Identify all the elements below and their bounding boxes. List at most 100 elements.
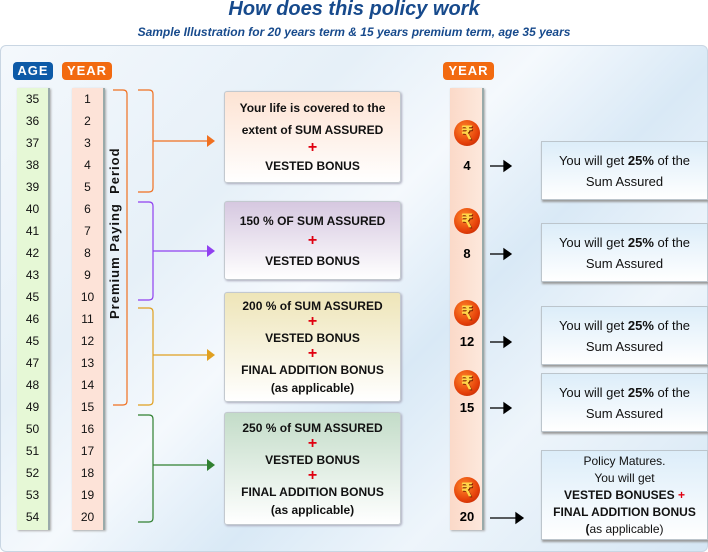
payout-year: 12 — [459, 334, 475, 349]
year-cell: 15 — [80, 400, 95, 414]
payout-year: 8 — [463, 246, 471, 261]
payout-arrows — [490, 159, 525, 525]
box-note: (as applicable) — [270, 381, 355, 395]
plus-icon: + — [307, 313, 318, 330]
arrow-icon — [207, 245, 215, 257]
age-cell: 43 — [25, 268, 40, 282]
benefit-box-years-16-20: 250 % of SUM ASSURED + VESTED BONUS + FI… — [224, 412, 401, 525]
age-cell: 52 — [25, 466, 40, 480]
maturity-box: Policy Matures. You will get VESTED BONU… — [541, 450, 708, 540]
payout-box: You will get 25% of the Sum Assured — [541, 223, 708, 282]
age-cell: 45 — [25, 290, 40, 304]
age-cell: 51 — [25, 444, 40, 458]
payout-year-header: YEAR — [443, 62, 494, 80]
bracket-years-6-10 — [138, 201, 207, 301]
year-cell: 2 — [84, 114, 91, 128]
rupee-coin-icon: ₹ — [454, 477, 480, 503]
payout-text: You will get — [558, 234, 628, 250]
age-cell: 35 — [25, 92, 40, 106]
box-text: FINAL ADDITION BONUS — [241, 484, 384, 499]
arrow-icon — [503, 335, 513, 349]
bracket-years-11-15 — [138, 307, 207, 406]
payout-text: You will get — [558, 152, 628, 168]
box-text: VESTED BONUS — [265, 331, 360, 345]
plus-icon: + — [678, 487, 686, 502]
box-text: Your life is covered to the — [239, 101, 386, 115]
rupee-coin-icon: ₹ — [454, 370, 480, 396]
box-text: 200 % of SUM ASSURED — [242, 299, 383, 313]
year-cell: 11 — [81, 312, 94, 326]
year-cell: 7 — [84, 224, 91, 238]
bracket-years-16-20 — [138, 414, 207, 523]
arrow-icon — [515, 511, 525, 525]
maturity-text: You will get — [594, 470, 655, 485]
box-text: VESTED BONUS — [265, 253, 360, 268]
payout-text: of the — [653, 317, 691, 333]
year-cell: 5 — [84, 180, 91, 194]
plus-icon: + — [307, 434, 318, 452]
year-cell: 14 — [80, 378, 95, 392]
maturity-text: FINAL ADDITION BONUS — [553, 504, 696, 519]
age-cell: 46 — [25, 312, 40, 326]
rupee-coin-icon: ₹ — [454, 120, 480, 146]
arrow-icon — [503, 401, 513, 415]
year-cell: 3 — [84, 136, 91, 150]
year-cell: 8 — [84, 246, 91, 260]
age-header: AGE — [13, 62, 53, 80]
box-note: (as applicable) — [270, 502, 355, 517]
age-cell: 40 — [25, 202, 40, 216]
payout-percent: 25% — [627, 384, 654, 400]
payout-year: 15 — [459, 400, 475, 415]
payout-text: You will get — [558, 317, 628, 333]
rupee-coin-icon: ₹ — [454, 300, 480, 326]
age-cell: 48 — [25, 378, 40, 392]
period-brackets — [113, 89, 215, 523]
payout-text: You will get — [558, 384, 628, 400]
year-cell: 13 — [80, 356, 95, 370]
box-text: VESTED BONUS — [265, 452, 360, 467]
year-cell: 12 — [80, 334, 95, 348]
payout-text: of the — [653, 234, 691, 250]
bracket-years-1-5 — [138, 89, 207, 193]
age-column: 35 36 37 38 39 40 41 42 43 45 46 45 47 48 49 50 51 52 53 54 — [17, 88, 50, 530]
year-cell: 19 — [80, 488, 95, 502]
year-cell: 10 — [80, 290, 95, 304]
payout-text: of the — [653, 152, 691, 168]
year-header: YEAR — [62, 62, 112, 80]
year-cell: 20 — [80, 510, 95, 524]
box-text: 150 % OF SUM ASSURED — [239, 213, 386, 228]
arrow-icon — [207, 135, 215, 147]
benefit-box-years-11-15: 200 % of SUM ASSURED + VESTED BONUS + FI… — [224, 292, 401, 402]
maturity-text: Policy Matures. — [583, 453, 666, 468]
year-cell: 17 — [80, 444, 95, 458]
year-cell: 9 — [84, 268, 91, 282]
plus-icon: + — [307, 231, 318, 249]
age-cell: 36 — [25, 114, 40, 128]
age-cell: 47 — [25, 356, 40, 370]
year-column: 1 2 3 4 5 6 7 8 9 10 11 12 13 14 15 16 17 18 19 20 — [72, 88, 105, 530]
payout-box: You will get 25% of the Sum Assured — [541, 306, 708, 365]
age-cell: 54 — [25, 510, 40, 524]
payout-year: 4 — [463, 158, 471, 173]
benefit-box-years-1-5: Your life is covered to the extent of SU… — [224, 91, 401, 183]
maturity-text: VESTED BONUSES — [563, 487, 675, 502]
year-cell: 1 — [84, 92, 91, 106]
payout-box: You will get 25% of the Sum Assured — [541, 141, 708, 200]
payout-year: 20 — [459, 509, 475, 524]
maturity-text: ( — [585, 521, 590, 536]
arrow-icon — [503, 159, 513, 173]
payout-text: Sum Assured — [585, 173, 664, 189]
payout-box: You will get 25% of the Sum Assured — [541, 373, 708, 432]
box-text: VESTED BONUS — [265, 159, 360, 173]
age-cell: 38 — [25, 158, 40, 172]
arrow-icon — [207, 459, 215, 471]
payout-percent: 25% — [627, 317, 654, 333]
payout-text: Sum Assured — [585, 338, 664, 354]
age-cell: 39 — [25, 180, 40, 194]
page-subtitle: Sample Illustration for 20 years term & … — [137, 25, 571, 39]
age-cell: 41 — [25, 224, 40, 238]
arrow-icon — [503, 247, 513, 261]
plus-icon: + — [307, 466, 318, 484]
payout-text: Sum Assured — [585, 405, 664, 421]
page-title: How does this policy work — [228, 0, 480, 20]
